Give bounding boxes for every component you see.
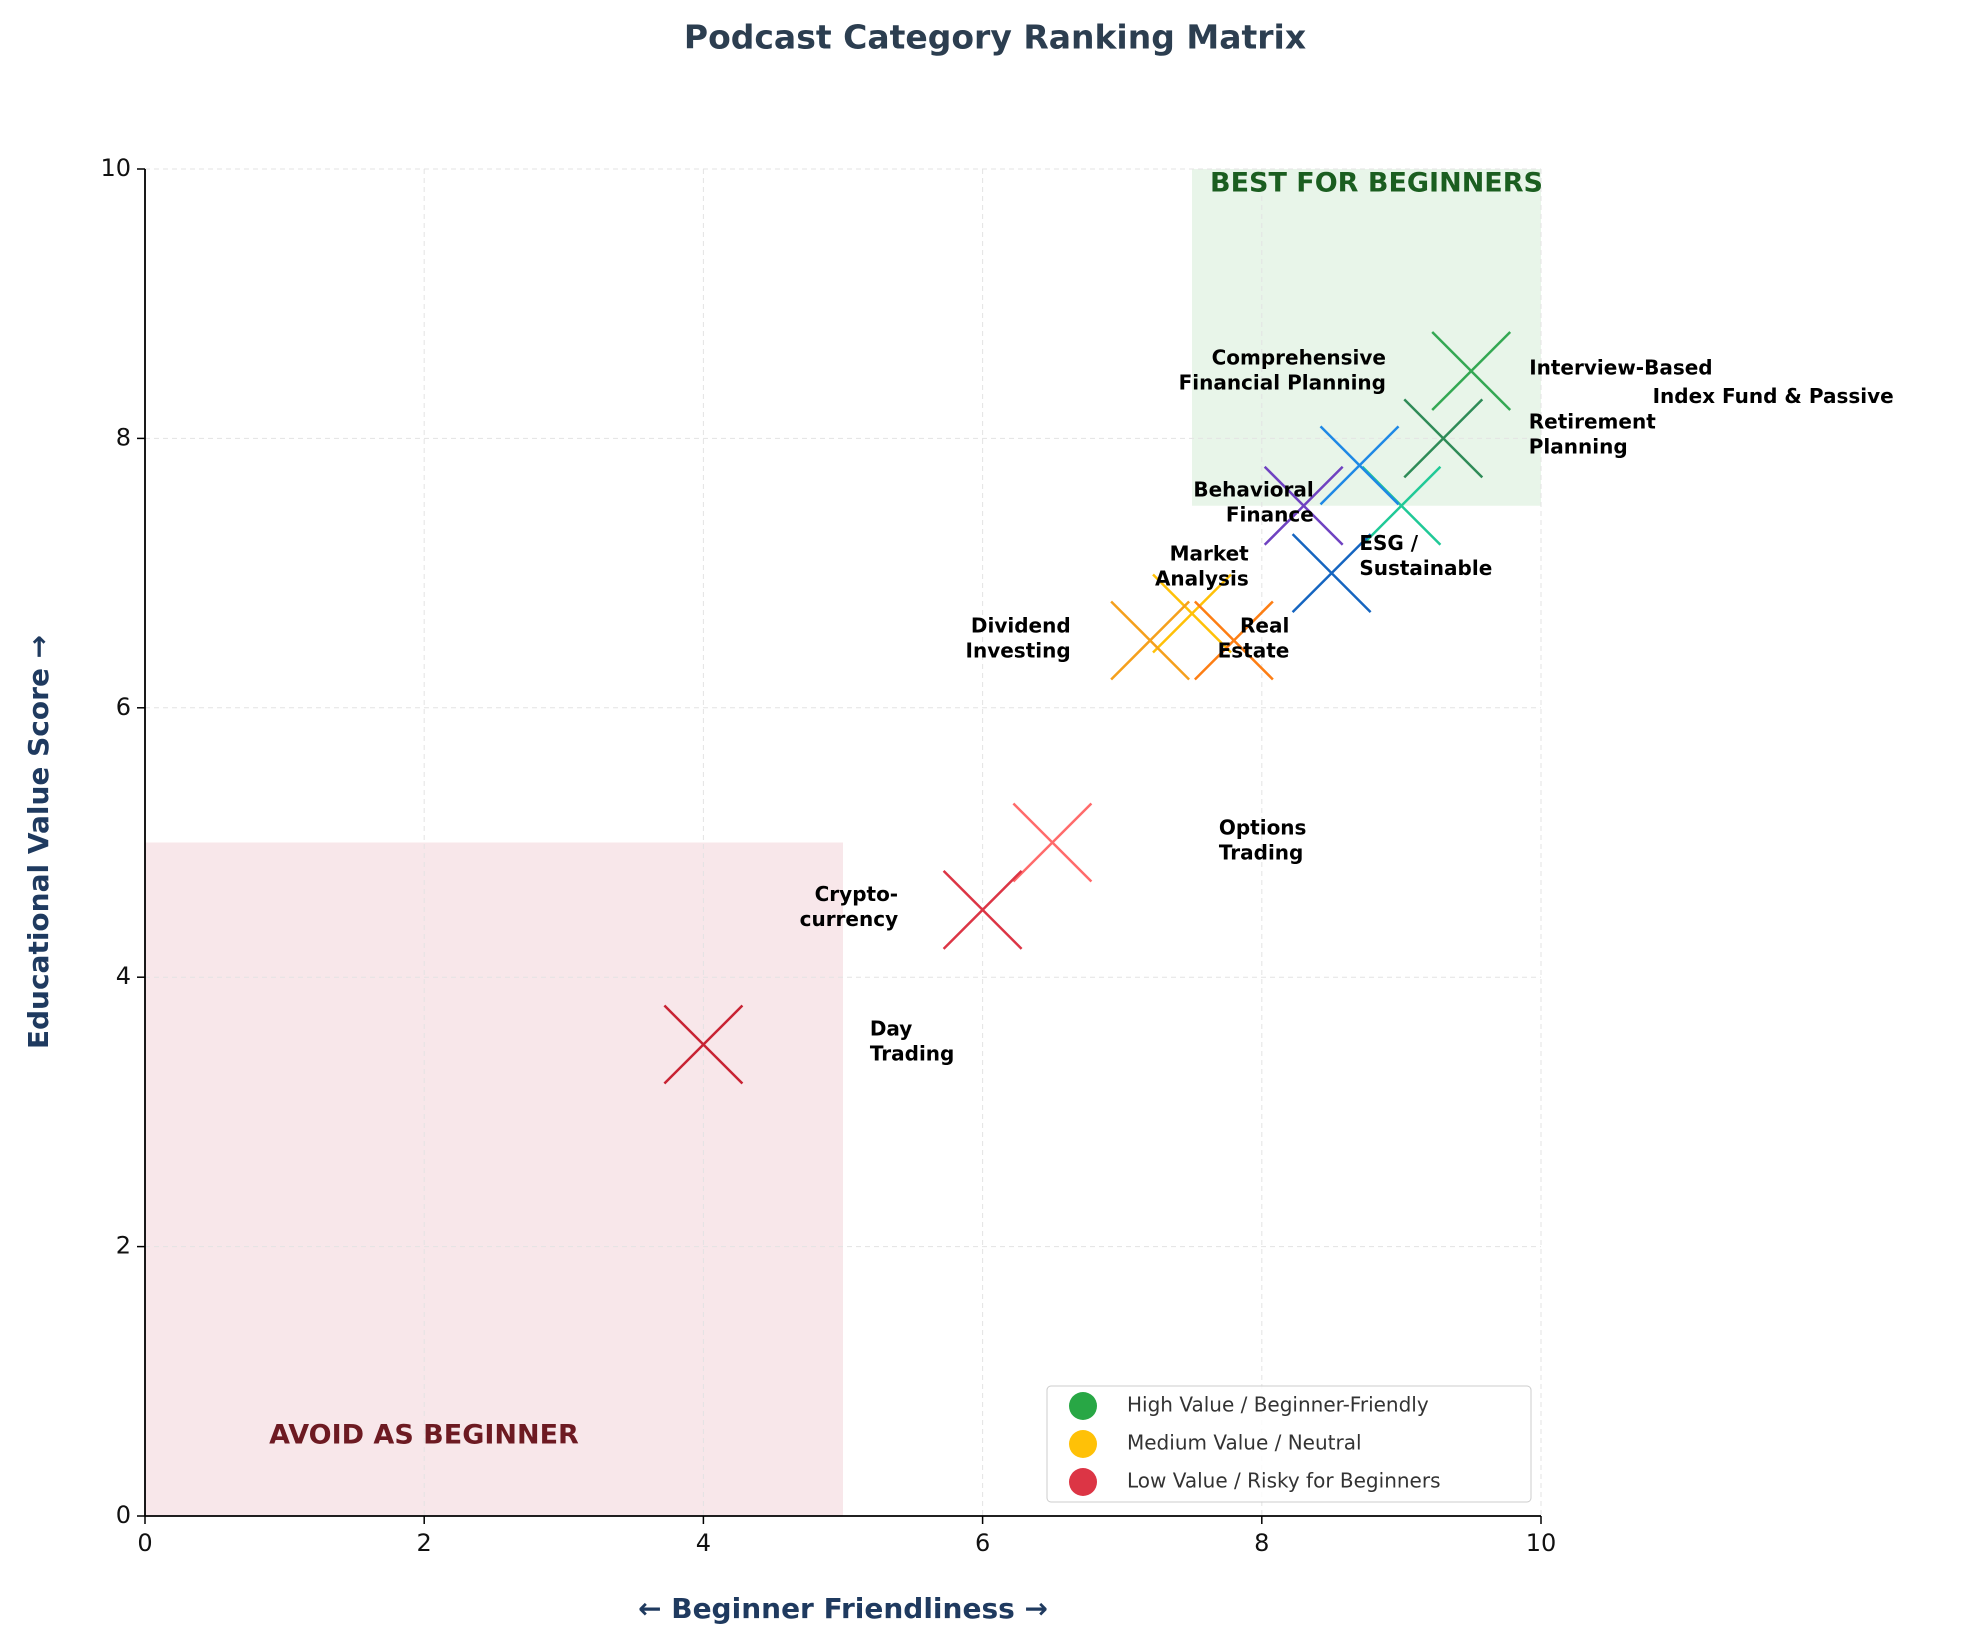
point-label-line: Trading: [870, 1041, 955, 1065]
y-tick-label: 0: [116, 1501, 131, 1529]
point-label-line: Crypto-: [815, 881, 899, 905]
point-label: Retirement Planning: [1529, 409, 1656, 458]
point-label-line: Interview-Based: [1529, 355, 1712, 379]
point-label: ESG / Sustainable: [1359, 531, 1492, 580]
region-label: AVOID AS BEGINNER: [269, 1420, 579, 1451]
x-tick-label: 10: [1526, 1529, 1557, 1557]
legend-label: Medium Value / Neutral: [1127, 1431, 1362, 1455]
point-label-line: Planning: [1529, 434, 1628, 458]
marker-stroke: [1319, 425, 1400, 506]
marker-stroke: [1193, 600, 1274, 681]
legend-swatch: [1069, 1468, 1097, 1496]
marker: [1291, 533, 1372, 613]
legend-label: High Value / Beginner-Friendly: [1127, 1393, 1429, 1417]
chart-title: Podcast Category Ranking Matrix: [684, 18, 1306, 57]
point-label-line: Real: [1240, 613, 1289, 637]
marker: [1263, 465, 1344, 546]
point-label: Crypto-currency: [800, 881, 899, 930]
marker-stroke: [1152, 573, 1232, 654]
point-label-line: Estate: [1218, 638, 1290, 662]
point-label-line: Day: [870, 1016, 913, 1040]
y-tick-label: 4: [116, 962, 131, 990]
marker-stroke: [1110, 600, 1191, 681]
marker: [663, 1004, 744, 1085]
x-tick-label: 6: [975, 1529, 990, 1557]
point-label-line: Dividend: [971, 613, 1071, 637]
point-label-line: Trading: [1219, 840, 1304, 864]
point-label: Comprehensive Financial Planning: [1179, 345, 1386, 394]
legend-swatch: [1069, 1392, 1097, 1420]
y-axis-label: Educational Value Score →: [22, 635, 55, 1049]
y-tick-label: 2: [116, 1232, 131, 1260]
legend-label: Low Value / Risky for Beginners: [1127, 1469, 1441, 1493]
legend-swatch: [1069, 1430, 1097, 1458]
marker: [1319, 425, 1400, 506]
point-label-line: Financial Planning: [1179, 370, 1386, 394]
legend-box: [1046, 1385, 1532, 1503]
marker-stroke: [663, 1004, 744, 1085]
x-tick-label: 4: [696, 1529, 711, 1557]
point-label-line: Index Fund & Passive: [1653, 383, 1894, 407]
marker-stroke: [942, 869, 1023, 950]
marker-stroke: [1012, 802, 1093, 883]
x-axis-label: ← Beginner Friendliness →: [638, 1592, 1048, 1625]
region: [145, 842, 843, 1516]
point-label-line: Analysis: [1155, 566, 1249, 590]
x-tick-label: 2: [417, 1529, 432, 1557]
point-label-line: Comprehensive: [1212, 345, 1386, 369]
marker-stroke: [1403, 398, 1484, 479]
marker-stroke: [1263, 465, 1344, 546]
point-label-line: Behavioral: [1193, 477, 1313, 501]
region: [1192, 169, 1541, 506]
marker-stroke: [1431, 331, 1512, 411]
marker: [1193, 600, 1274, 681]
region-label: BEST FOR BEGINNERS: [1210, 168, 1543, 199]
point-label: Options Trading: [1219, 815, 1307, 864]
point-label: Behavioral Finance: [1193, 477, 1313, 526]
point-label-line: Retirement: [1529, 409, 1656, 433]
point-label: Real Estate: [1218, 613, 1290, 662]
y-tick-label: 8: [116, 423, 131, 451]
point-label: Interview-Based: [1529, 355, 1712, 379]
y-tick-label: 6: [116, 693, 131, 721]
point-label-line: Options: [1219, 815, 1307, 839]
x-tick-label: 0: [137, 1529, 152, 1557]
point-label-line: Market: [1170, 541, 1250, 565]
marker: [1431, 331, 1512, 411]
marker-stroke: [1361, 465, 1442, 546]
marker: [1403, 398, 1484, 479]
marker: [1012, 802, 1093, 883]
point-label-line: ESG /: [1359, 531, 1418, 555]
point-label-line: Investing: [966, 638, 1071, 662]
point-label: Index Fund & Passive: [1653, 383, 1894, 407]
marker-stroke: [1291, 533, 1372, 613]
x-tick-label: 8: [1254, 1529, 1269, 1557]
y-tick-label: 10: [100, 154, 131, 182]
marker: [1110, 600, 1191, 681]
point-label: Market Analysis: [1155, 541, 1249, 590]
marker: [1152, 573, 1232, 654]
point-label-line: Sustainable: [1359, 556, 1492, 580]
marker: [942, 869, 1023, 950]
point-label-line: currency: [800, 906, 899, 930]
point-label: Dividend Investing: [966, 613, 1071, 662]
point-label: Day Trading: [870, 1016, 955, 1065]
point-label-line: Finance: [1226, 502, 1314, 526]
